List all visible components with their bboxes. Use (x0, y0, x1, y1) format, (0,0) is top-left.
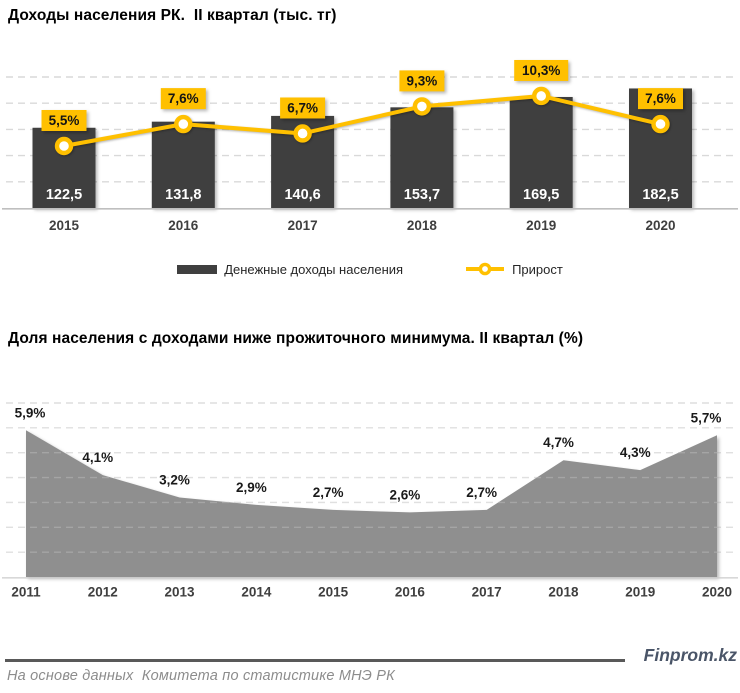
source-note: На основе данных Комитета по статистике … (7, 668, 395, 684)
growth-callout-2019 (514, 59, 569, 81)
x-label-2019: 2019 (625, 585, 655, 600)
growth-marker-2017 (293, 124, 312, 143)
bar-value-label-2016: 131,8 (165, 187, 201, 203)
legend-item-growth: Прирост (465, 262, 563, 277)
brand-logo: Finprom.kz (643, 645, 737, 665)
x-label-2017: 2017 (472, 585, 502, 600)
legend-income-label: Денежные доходы населения (224, 261, 404, 277)
x-label-2018: 2018 (407, 218, 438, 233)
growth-callout-label-2019: 10,3% (522, 63, 560, 78)
growth-marker-2020 (651, 114, 670, 134)
x-label-2016: 2016 (168, 218, 199, 233)
growth-callout-label-2016: 7,6% (168, 91, 199, 106)
x-label-2015: 2015 (49, 218, 80, 233)
area-value-label-2016: 2,6% (390, 487, 421, 502)
x-label-2020: 2020 (645, 218, 675, 233)
area-value-label-2013: 3,2% (159, 472, 190, 487)
x-label-2012: 2012 (88, 585, 118, 600)
legend-growth-label: Прирост (512, 261, 563, 277)
x-label-2013: 2013 (165, 585, 196, 600)
growth-callout-2016 (160, 88, 206, 110)
bar-value-label-2019: 169,5 (523, 187, 559, 203)
x-label-2019: 2019 (526, 218, 556, 233)
x-label-2014: 2014 (241, 585, 272, 600)
area-value-label-2011: 5,9% (15, 405, 46, 420)
poverty-area-chart: 5,9% 4,1% 3,2% 2,9% 2,7% 2,6% 2,7% 4,7% 4,3% 5,7%… (2, 402, 738, 600)
bar-value-label-2015: 122,5 (46, 187, 82, 203)
growth-callout-2020 (638, 88, 683, 110)
x-label-2017: 2017 (288, 218, 318, 233)
growth-callout-label-2017: 6,7% (287, 100, 318, 115)
growth-callout-label-2015: 5,5% (49, 113, 80, 128)
growth-marker-2019 (532, 86, 551, 106)
income-bar-2018 (390, 107, 454, 208)
poverty-area (26, 430, 717, 577)
poverty-chart-title: Доля населения с доходами ниже прожиточн… (8, 330, 584, 347)
growth-callout-2015 (41, 109, 87, 131)
growth-marker-2016 (174, 114, 193, 134)
area-value-label-2020: 5,7% (691, 410, 722, 425)
income-bar-2016 (151, 121, 215, 208)
income-combo-chart: 122,5 131,8 140,6 153,7 169,5 182,5 5,5% 7,6% 6,… (2, 59, 738, 233)
x-label-2011: 2011 (11, 585, 41, 600)
legend-item-income: Денежные доходы населения (177, 262, 403, 277)
growth-marker-2015 (54, 136, 74, 156)
area-value-label-2014: 2,9% (236, 480, 267, 495)
income-chart-title: Доходы населения РК. II квартал (тыс. тг… (8, 7, 337, 24)
bar-value-label-2017: 140,6 (284, 187, 320, 203)
bar-value-label-2018: 153,7 (404, 187, 440, 203)
bar-value-label-2020: 182,5 (642, 187, 678, 203)
legend-line-swatch-icon (466, 262, 505, 276)
x-label-2018: 2018 (548, 585, 579, 600)
growth-callout-2017 (280, 97, 326, 119)
area-value-label-2018: 4,7% (543, 435, 574, 450)
growth-callout-2018 (399, 70, 445, 92)
growth-callout-label-2018: 9,3% (407, 73, 438, 88)
growth-marker-2018 (412, 97, 432, 116)
footer-divider (5, 659, 625, 662)
area-value-label-2015: 2,7% (313, 485, 344, 500)
growth-line (62, 93, 663, 148)
x-label-2015: 2015 (318, 585, 349, 600)
legend-bar-swatch-icon (177, 264, 218, 274)
area-value-label-2019: 4,3% (620, 445, 651, 460)
area-value-label-2012: 4,1% (82, 450, 113, 465)
income-bar-2019 (509, 96, 573, 208)
chart-legend: Денежные доходы населения Прирост (0, 258, 740, 280)
x-label-2020: 2020 (702, 585, 732, 600)
x-label-2016: 2016 (395, 585, 426, 600)
growth-callout-label-2020: 7,6% (645, 91, 676, 106)
area-value-label-2017: 2,7% (466, 485, 497, 500)
